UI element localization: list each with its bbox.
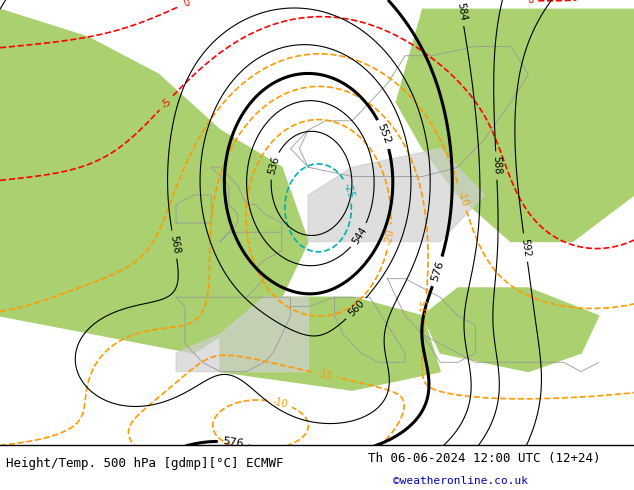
Text: -15: -15 [316,368,333,381]
Polygon shape [396,9,634,242]
Polygon shape [176,297,308,371]
Text: -10: -10 [455,189,470,207]
Text: 576: 576 [222,437,245,449]
Text: Height/Temp. 500 hPa [gdmp][°C] ECMWF: Height/Temp. 500 hPa [gdmp][°C] ECMWF [6,457,284,469]
Polygon shape [308,148,484,242]
Text: 0: 0 [527,0,533,5]
Text: 568: 568 [168,235,181,254]
Text: 544: 544 [350,225,368,246]
Polygon shape [423,288,598,371]
Text: 536: 536 [266,155,281,176]
Text: -10: -10 [271,396,289,410]
Text: 584: 584 [455,2,468,22]
Text: ©weatheronline.co.uk: ©weatheronline.co.uk [393,476,528,486]
Text: -20: -20 [384,228,396,245]
Polygon shape [0,9,308,353]
Text: 592: 592 [519,238,532,257]
Text: 576: 576 [429,260,446,283]
Text: Th 06-06-2024 12:00 UTC (12+24): Th 06-06-2024 12:00 UTC (12+24) [368,452,600,465]
Text: -15: -15 [420,299,431,316]
Text: 560: 560 [346,298,366,319]
Text: 588: 588 [491,156,501,175]
Text: -25: -25 [342,182,356,200]
Text: 552: 552 [375,122,392,146]
Polygon shape [220,297,440,390]
Text: -5: -5 [159,96,173,110]
Text: 0: 0 [182,0,191,9]
